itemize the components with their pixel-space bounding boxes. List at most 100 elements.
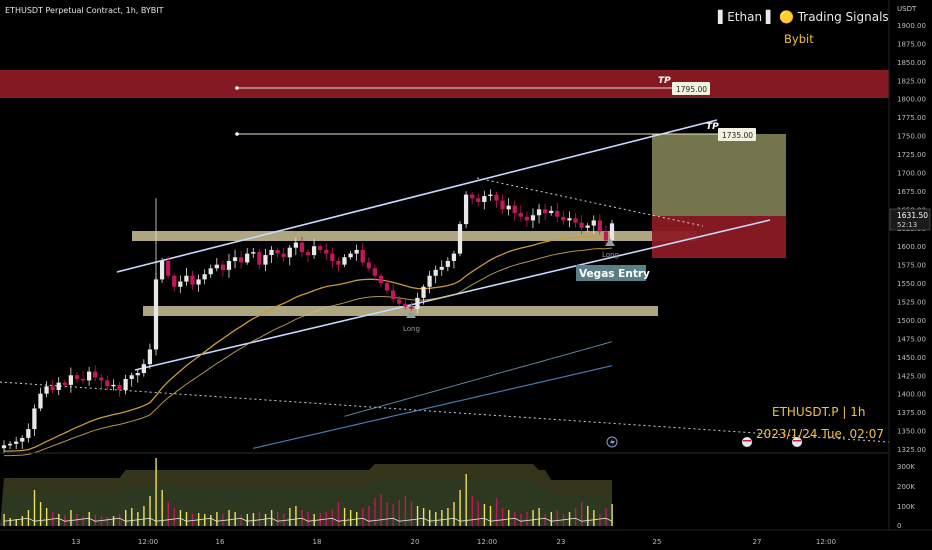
candle-body <box>561 216 566 221</box>
volume-axis[interactable]: 300K 200K 100K 0 <box>897 463 915 530</box>
price-tick-label: 1725.00 <box>897 151 926 159</box>
volume-bar <box>587 506 589 526</box>
volume-bar <box>520 514 522 526</box>
candle-body <box>463 194 469 225</box>
price-tick-label: 1800.00 <box>897 96 926 104</box>
zones-layer <box>0 70 889 316</box>
volume-bar <box>64 515 66 526</box>
candle-body <box>330 253 335 261</box>
currency-label: USDT <box>897 5 917 13</box>
candle-body <box>123 378 128 391</box>
volume-bar <box>459 490 461 526</box>
candle-body <box>366 262 371 269</box>
candle-body <box>476 198 481 202</box>
candle-body <box>445 260 450 267</box>
candle-body <box>579 222 584 228</box>
volume-bar <box>240 515 242 526</box>
candles-layer <box>1 189 615 454</box>
volume-bar <box>252 513 255 526</box>
volume-bar <box>58 514 60 526</box>
candle-body <box>226 260 232 270</box>
volume-bar <box>131 508 133 526</box>
volume-bar <box>581 502 583 526</box>
volume-bar <box>100 516 103 526</box>
candle-body <box>129 375 134 379</box>
support-zone-lower <box>143 306 658 316</box>
stop-box <box>652 216 786 258</box>
candle-body <box>585 225 590 228</box>
volume-bar <box>307 512 309 526</box>
symbol-title: ETHUSDT Perpetual Contract, 1h, BYBIT <box>5 6 164 15</box>
tp2-anchor <box>235 132 239 136</box>
volume-bar <box>228 510 230 526</box>
brand-line: ▌Ethan ▌ 🟡 Trading Signals <box>717 9 889 24</box>
time-tick-label: 20 <box>411 538 420 546</box>
candle-body <box>141 364 146 374</box>
volume-tick-label: 200K <box>897 483 915 491</box>
volume-pane[interactable] <box>0 458 613 526</box>
price-tick-label: 1500.00 <box>897 317 926 325</box>
volume-bar <box>118 514 121 526</box>
candle-body <box>299 242 305 253</box>
volume-bar <box>550 512 552 526</box>
candle-body <box>38 393 43 409</box>
candle-body <box>354 249 359 254</box>
candle-body <box>524 216 530 221</box>
price-tick-label: 1350.00 <box>897 428 926 436</box>
volume-bar <box>112 516 115 526</box>
volume-bar <box>45 508 48 526</box>
lightning-icon[interactable] <box>606 436 618 448</box>
long-label-2: Long <box>602 251 619 259</box>
tp2-tag: TP <box>706 122 719 132</box>
volume-bar <box>143 506 145 526</box>
volume-bar <box>313 514 315 526</box>
price-tick-label: 1425.00 <box>897 372 926 380</box>
volume-bar <box>88 512 90 526</box>
time-tick-label: 23 <box>557 538 566 546</box>
long-label-1: Long <box>403 325 420 333</box>
flag-event-icon-1[interactable] <box>742 437 752 447</box>
flag-event-icon-2[interactable] <box>792 437 802 447</box>
volume-bar <box>416 506 419 526</box>
candle-body <box>184 275 189 282</box>
volume-bar <box>246 514 248 526</box>
volume-bar <box>277 512 279 526</box>
candle-body <box>269 249 274 256</box>
candle-body <box>591 220 596 226</box>
candle-body <box>196 279 201 285</box>
tp1-price-box <box>672 82 710 95</box>
lightning-icon-bolt <box>610 438 615 447</box>
time-tick-label: 16 <box>216 538 225 546</box>
candle-body <box>153 279 159 350</box>
volume-bar <box>337 502 340 526</box>
volume-bar <box>574 508 577 526</box>
watermark-ticker: ETHUSDT.P | 1h <box>772 405 865 419</box>
candle-body <box>80 378 86 381</box>
candle-body <box>50 386 55 391</box>
volume-bar <box>125 510 127 526</box>
annotation-labels: TP 1795.00 TP 1735.00 Vegas Entry Long L… <box>403 76 802 448</box>
volume-bar <box>556 510 559 526</box>
time-tick-label: 13 <box>72 538 81 546</box>
time-axis[interactable]: 13 12:00 16 18 20 12:00 23 25 27 12:00 <box>72 538 837 546</box>
volume-bar <box>15 519 17 526</box>
ema-gold-line-2 <box>4 247 613 457</box>
tp1-anchor <box>235 86 239 90</box>
current-price-box <box>889 208 931 231</box>
candle-body <box>86 371 92 381</box>
price-tick-label: 1600.00 <box>897 243 926 251</box>
volume-bar <box>501 508 504 526</box>
volume-bar <box>514 512 516 526</box>
volume-bar <box>295 506 297 526</box>
candle-body <box>281 253 286 258</box>
price-tick-label: 1775.00 <box>897 114 926 122</box>
volume-bar <box>447 508 449 526</box>
candle-body <box>287 247 292 258</box>
flag-event-icon-1-stripe <box>743 440 751 442</box>
candle-body <box>275 249 280 254</box>
candle-body <box>348 253 353 258</box>
tp2-price: 1735.00 <box>722 131 753 140</box>
volume-bar <box>538 508 540 526</box>
price-tick-label: 1475.00 <box>897 335 926 343</box>
